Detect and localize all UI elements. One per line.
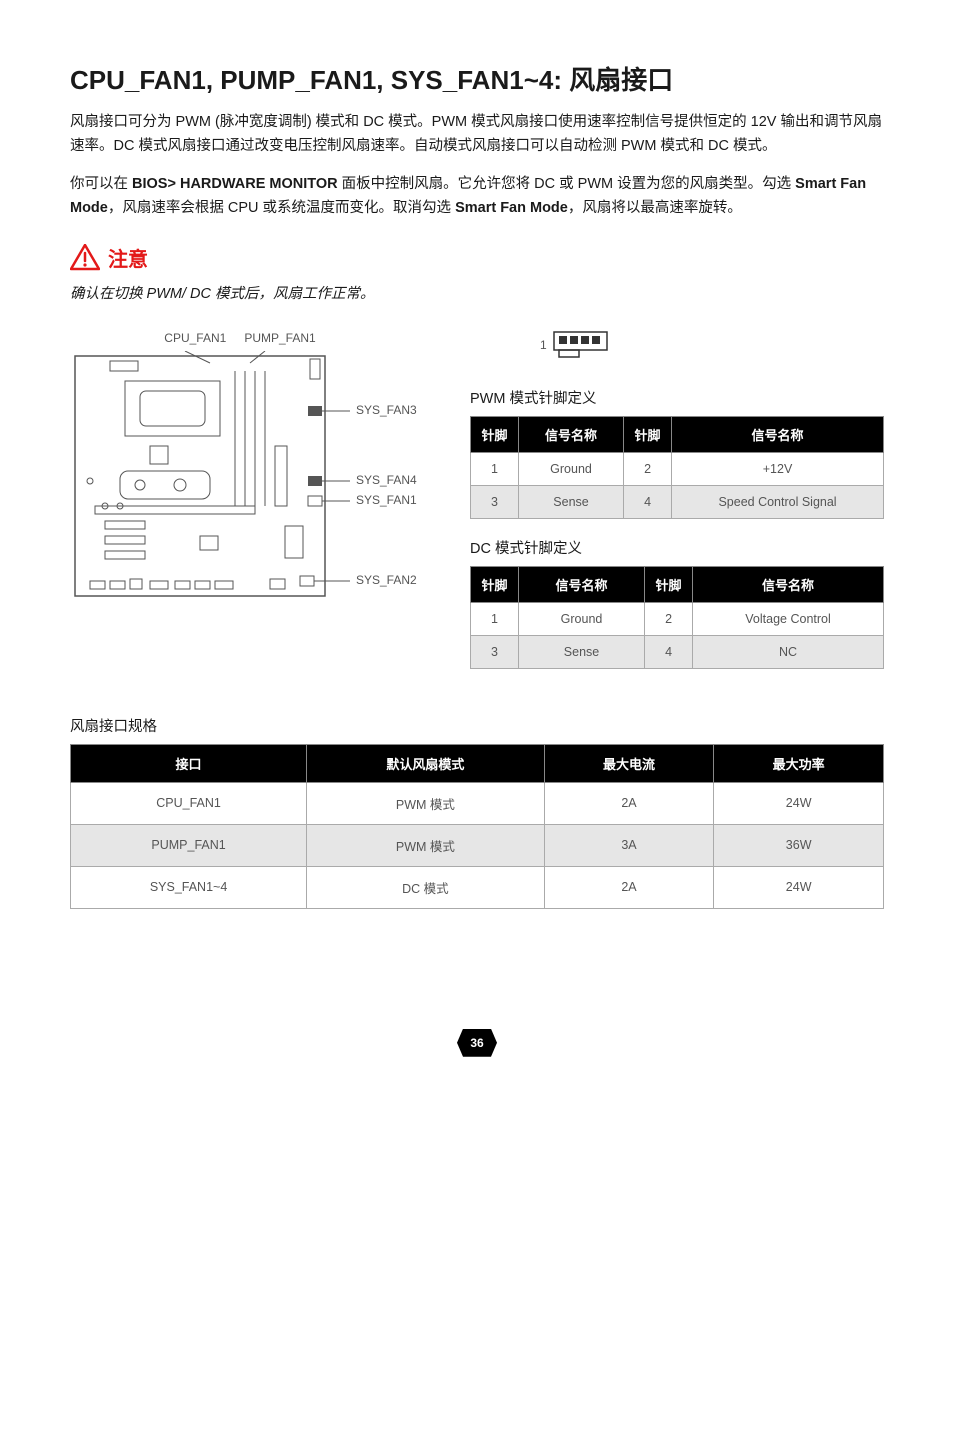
- p2-b1: BIOS> HARDWARE MONITOR: [132, 176, 338, 192]
- cell: PWM 模式: [307, 782, 545, 824]
- cell: 1: [471, 602, 519, 635]
- th-signal: 信号名称: [672, 416, 884, 452]
- cell: 24W: [714, 866, 884, 908]
- warning-note: 确认在切换 PWM/ DC 模式后，风扇工作正常。: [70, 282, 884, 303]
- cell: 24W: [714, 782, 884, 824]
- cell: 2A: [544, 866, 714, 908]
- motherboard-diagram: [70, 351, 350, 601]
- cell: Sense: [519, 485, 624, 518]
- label-pump-fan1: PUMP_FAN1: [244, 331, 315, 345]
- cell: 3: [471, 635, 519, 668]
- cell: 2: [645, 602, 693, 635]
- connector-icon: [553, 331, 608, 359]
- cell: DC 模式: [307, 866, 545, 908]
- cell: NC: [693, 635, 884, 668]
- paragraph-2: 你可以在 BIOS> HARDWARE MONITOR 面板中控制风扇。它允许您…: [70, 173, 884, 221]
- cell: 2A: [544, 782, 714, 824]
- p2-pre: 你可以在: [70, 176, 132, 192]
- cell: CPU_FAN1: [71, 782, 307, 824]
- page-title: CPU_FAN1, PUMP_FAN1, SYS_FAN1~4: 风扇接口: [70, 60, 884, 97]
- table-row: CPU_FAN1 PWM 模式 2A 24W: [71, 782, 884, 824]
- table-row: 1 Ground 2 Voltage Control: [471, 602, 884, 635]
- table-row: 3 Sense 4 NC: [471, 635, 884, 668]
- cell: 3A: [544, 824, 714, 866]
- cell: 1: [471, 452, 519, 485]
- pin-1-marker: 1: [540, 338, 547, 352]
- p2-m1: 面板中控制风扇。它允许您将 DC 或 PWM 设置为您的风扇类型。勾选: [338, 176, 796, 192]
- warning-header: 注意: [70, 243, 884, 272]
- cell: 3: [471, 485, 519, 518]
- th-pin: 针脚: [624, 416, 672, 452]
- p2-b3: Smart Fan Mode: [455, 200, 568, 216]
- cell: Sense: [519, 635, 645, 668]
- p2-m2: ，风扇速率会根据 CPU 或系统温度而变化。取消勾选: [108, 200, 455, 216]
- cell: Ground: [519, 452, 624, 485]
- cell: SYS_FAN1~4: [71, 866, 307, 908]
- label-sys-fan3: SYS_FAN3: [356, 403, 417, 417]
- cell: Voltage Control: [693, 602, 884, 635]
- pwm-heading: PWM 模式针脚定义: [470, 387, 884, 408]
- label-sys-fan4: SYS_FAN4: [356, 473, 417, 487]
- th-signal: 信号名称: [519, 566, 645, 602]
- th-mode: 默认风扇模式: [307, 744, 545, 782]
- p2-end: ，风扇将以最高速率旋转。: [568, 200, 742, 216]
- th-signal: 信号名称: [519, 416, 624, 452]
- dc-table: 针脚 信号名称 针脚 信号名称 1 Ground 2 Voltage Contr…: [470, 566, 884, 669]
- spec-table: 接口 默认风扇模式 最大电流 最大功率 CPU_FAN1 PWM 模式 2A 2…: [70, 744, 884, 909]
- label-cpu-fan1: CPU_FAN1: [164, 331, 226, 345]
- page-number-badge: 36: [457, 1029, 497, 1057]
- cell: 4: [645, 635, 693, 668]
- table-row: PUMP_FAN1 PWM 模式 3A 36W: [71, 824, 884, 866]
- table-row: 1 Ground 2 +12V: [471, 452, 884, 485]
- th-pin: 针脚: [645, 566, 693, 602]
- cell: 4: [624, 485, 672, 518]
- warning-icon: [70, 244, 100, 271]
- cell: +12V: [672, 452, 884, 485]
- th-current: 最大电流: [544, 744, 714, 782]
- cell: 2: [624, 452, 672, 485]
- dc-heading: DC 模式针脚定义: [470, 537, 884, 558]
- warning-label: 注意: [108, 243, 148, 272]
- th-pin: 针脚: [471, 416, 519, 452]
- table-row: SYS_FAN1~4 DC 模式 2A 24W: [71, 866, 884, 908]
- pwm-table: 针脚 信号名称 针脚 信号名称 1 Ground 2 +12V 3 Sense …: [470, 416, 884, 519]
- cell: 36W: [714, 824, 884, 866]
- label-sys-fan2: SYS_FAN2: [356, 573, 417, 587]
- table-row: 3 Sense 4 Speed Control Signal: [471, 485, 884, 518]
- cell: Speed Control Signal: [672, 485, 884, 518]
- label-sys-fan1: SYS_FAN1: [356, 493, 417, 507]
- spec-heading: 风扇接口规格: [70, 715, 884, 736]
- th-pin: 针脚: [471, 566, 519, 602]
- th-port: 接口: [71, 744, 307, 782]
- th-power: 最大功率: [714, 744, 884, 782]
- cell: PUMP_FAN1: [71, 824, 307, 866]
- cell: Ground: [519, 602, 645, 635]
- paragraph-1: 风扇接口可分为 PWM (脉冲宽度调制) 模式和 DC 模式。PWM 模式风扇接…: [70, 111, 884, 159]
- th-signal: 信号名称: [693, 566, 884, 602]
- cell: PWM 模式: [307, 824, 545, 866]
